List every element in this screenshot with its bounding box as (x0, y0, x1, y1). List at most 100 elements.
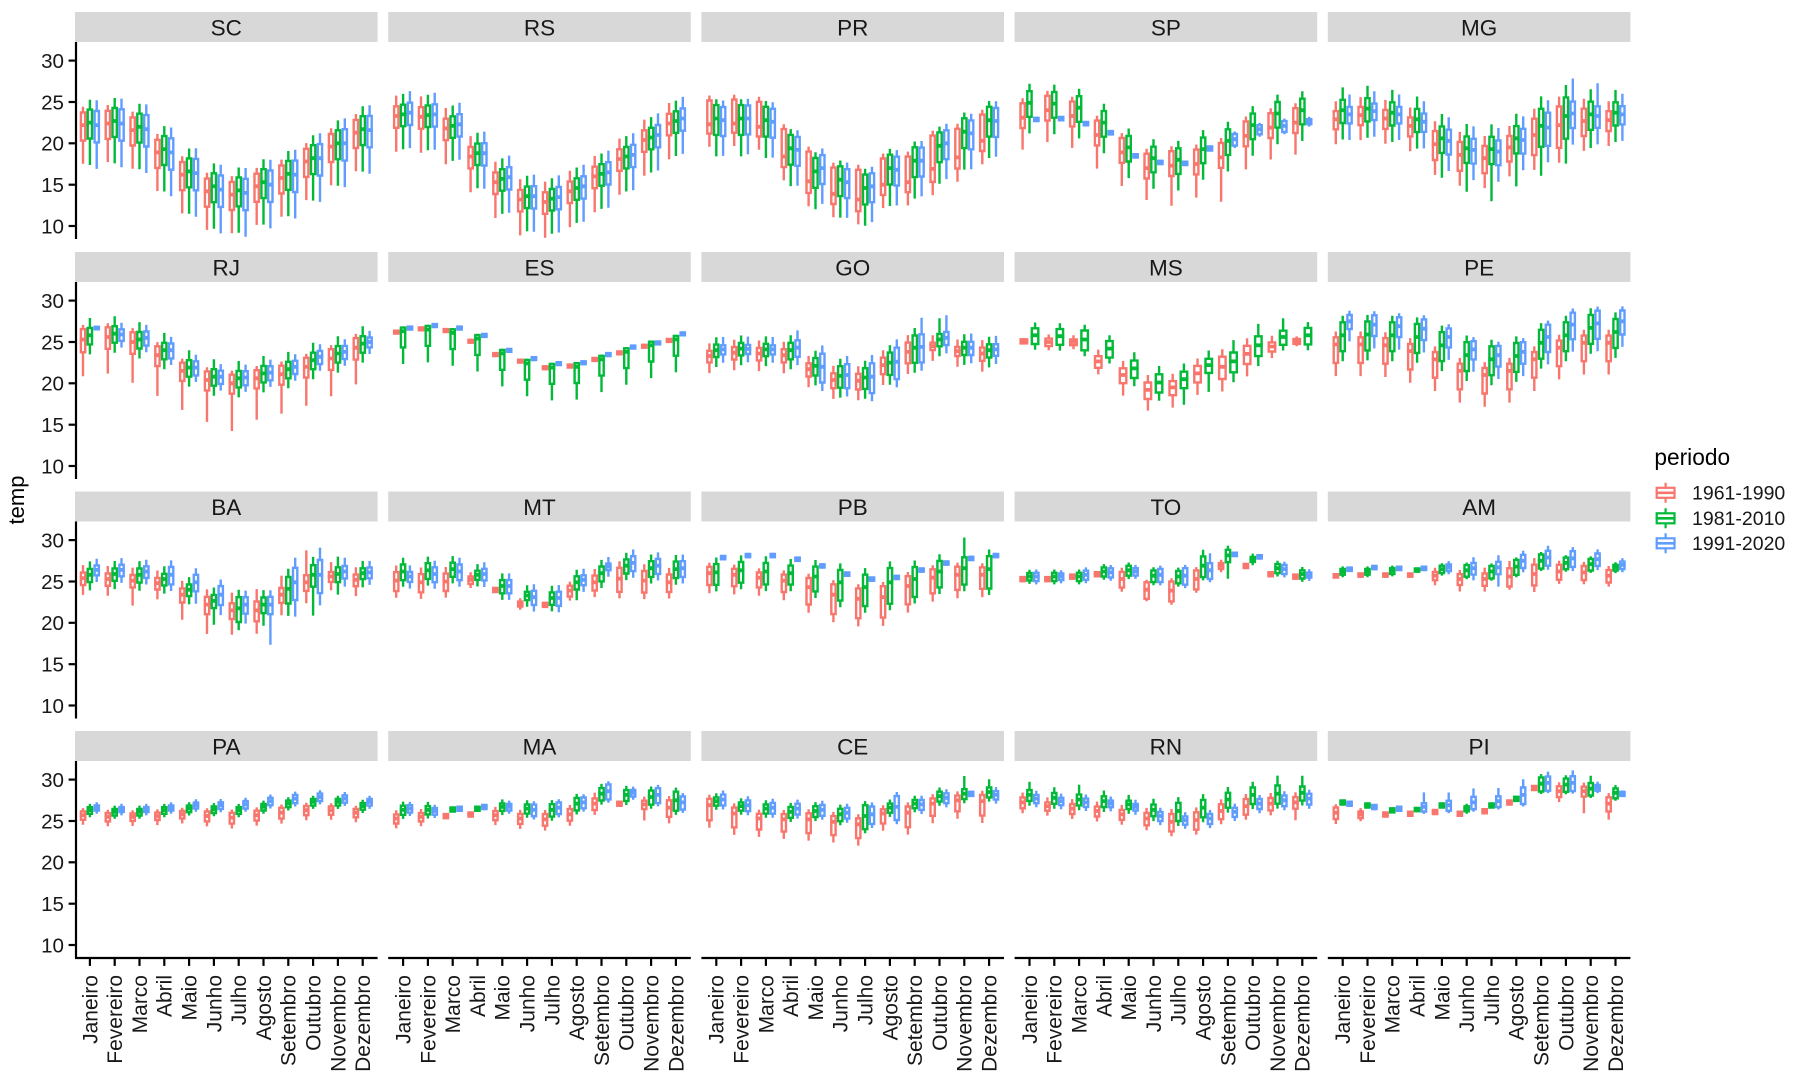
svg-text:SP: SP (1151, 16, 1181, 41)
svg-text:Maio: Maio (805, 975, 828, 1021)
svg-text:periodo: periodo (1654, 444, 1730, 470)
svg-text:PI: PI (1468, 735, 1489, 760)
svg-text:Janeiro: Janeiro (1019, 975, 1042, 1044)
svg-text:RJ: RJ (213, 256, 241, 281)
svg-text:PA: PA (212, 735, 240, 760)
svg-text:Marco: Marco (129, 975, 152, 1033)
svg-text:PE: PE (1464, 256, 1494, 281)
svg-text:10: 10 (41, 455, 64, 478)
svg-text:Junho: Junho (1456, 975, 1479, 1032)
svg-text:1961-1990: 1961-1990 (1692, 483, 1785, 505)
svg-text:ES: ES (524, 256, 554, 281)
svg-text:Fevereiro: Fevereiro (1044, 975, 1067, 1064)
svg-text:Julho: Julho (541, 975, 564, 1025)
svg-text:AM: AM (1462, 495, 1496, 520)
svg-text:PB: PB (838, 495, 868, 520)
svg-text:25: 25 (41, 571, 64, 594)
svg-text:Julho: Julho (228, 975, 251, 1025)
svg-text:PR: PR (837, 16, 868, 41)
svg-text:SC: SC (211, 16, 242, 41)
svg-text:Maio: Maio (1118, 975, 1141, 1021)
svg-text:Janeiro: Janeiro (1332, 975, 1355, 1044)
svg-text:RN: RN (1150, 735, 1183, 760)
svg-text:MS: MS (1149, 256, 1183, 281)
svg-text:20: 20 (41, 852, 64, 875)
svg-text:Novembro: Novembro (1580, 975, 1603, 1072)
svg-text:20: 20 (41, 373, 64, 396)
svg-text:Outubro: Outubro (1555, 975, 1578, 1051)
svg-text:Outubro: Outubro (929, 975, 952, 1051)
svg-text:TO: TO (1150, 495, 1181, 520)
svg-text:temp: temp (4, 476, 29, 525)
svg-text:Abril: Abril (1093, 975, 1116, 1017)
svg-text:Outubro: Outubro (616, 975, 639, 1051)
svg-text:25: 25 (41, 810, 64, 833)
svg-text:Julho: Julho (1168, 975, 1191, 1025)
svg-text:Janeiro: Janeiro (79, 975, 102, 1044)
svg-text:Novembro: Novembro (1267, 975, 1290, 1072)
svg-text:RS: RS (524, 16, 555, 41)
svg-text:15: 15 (41, 414, 64, 437)
svg-text:Novembro: Novembro (327, 975, 350, 1072)
svg-text:30: 30 (41, 290, 64, 313)
svg-text:10: 10 (41, 695, 64, 718)
svg-text:Maio: Maio (1431, 975, 1454, 1021)
svg-text:30: 30 (41, 530, 64, 553)
svg-text:Abril: Abril (467, 975, 490, 1017)
svg-text:20: 20 (41, 133, 64, 156)
svg-text:Marco: Marco (1069, 975, 1092, 1033)
svg-text:MG: MG (1461, 16, 1497, 41)
svg-text:Agosto: Agosto (879, 975, 902, 1040)
svg-text:Agosto: Agosto (566, 975, 589, 1040)
svg-text:30: 30 (41, 50, 64, 73)
svg-text:Outubro: Outubro (303, 975, 326, 1051)
svg-text:Dezembro: Dezembro (665, 975, 688, 1072)
svg-text:1981-2010: 1981-2010 (1692, 508, 1785, 530)
svg-text:Fevereiro: Fevereiro (104, 975, 127, 1064)
svg-text:BA: BA (211, 495, 241, 520)
svg-text:Dezembro: Dezembro (1605, 975, 1628, 1072)
svg-text:Setembro: Setembro (591, 975, 614, 1066)
svg-text:Outubro: Outubro (1242, 975, 1265, 1051)
svg-text:10: 10 (41, 934, 64, 957)
svg-text:Setembro: Setembro (904, 975, 927, 1066)
svg-text:15: 15 (41, 654, 64, 677)
svg-text:CE: CE (837, 735, 868, 760)
svg-text:15: 15 (41, 174, 64, 197)
svg-text:15: 15 (41, 893, 64, 916)
svg-text:Janeiro: Janeiro (393, 975, 416, 1044)
svg-text:Marco: Marco (442, 975, 465, 1033)
svg-text:Setembro: Setembro (1217, 975, 1240, 1066)
svg-text:Abril: Abril (780, 975, 803, 1017)
svg-text:Novembro: Novembro (641, 975, 664, 1072)
svg-text:Agosto: Agosto (1506, 975, 1529, 1040)
svg-text:Julho: Julho (855, 975, 878, 1025)
svg-text:Abril: Abril (1407, 975, 1430, 1017)
svg-text:Setembro: Setembro (278, 975, 301, 1066)
svg-text:Fevereiro: Fevereiro (417, 975, 440, 1064)
svg-text:Junho: Junho (517, 975, 540, 1032)
svg-text:Julho: Julho (1481, 975, 1504, 1025)
svg-text:25: 25 (41, 331, 64, 354)
svg-text:Maio: Maio (492, 975, 515, 1021)
svg-text:Abril: Abril (154, 975, 177, 1017)
svg-text:Dezembro: Dezembro (352, 975, 375, 1072)
svg-text:Setembro: Setembro (1531, 975, 1554, 1066)
svg-text:Fevereiro: Fevereiro (731, 975, 754, 1064)
svg-text:GO: GO (835, 256, 870, 281)
svg-text:MA: MA (523, 735, 557, 760)
svg-text:1991-2020: 1991-2020 (1692, 533, 1785, 555)
svg-text:Agosto: Agosto (1193, 975, 1216, 1040)
svg-text:Junho: Junho (830, 975, 853, 1032)
svg-text:Marco: Marco (755, 975, 778, 1033)
svg-text:MT: MT (523, 495, 556, 520)
svg-text:Marco: Marco (1382, 975, 1405, 1033)
svg-text:25: 25 (41, 91, 64, 114)
svg-text:Dezembro: Dezembro (979, 975, 1002, 1072)
svg-text:Novembro: Novembro (954, 975, 977, 1072)
svg-text:Janeiro: Janeiro (706, 975, 729, 1044)
svg-text:Agosto: Agosto (253, 975, 276, 1040)
svg-text:20: 20 (41, 612, 64, 635)
svg-text:10: 10 (41, 215, 64, 238)
svg-text:Dezembro: Dezembro (1292, 975, 1315, 1072)
